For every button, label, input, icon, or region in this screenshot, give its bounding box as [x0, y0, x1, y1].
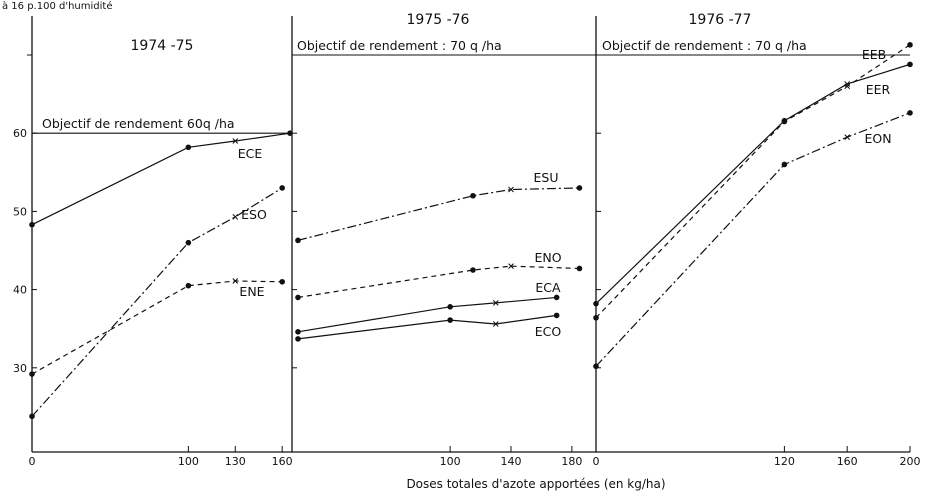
y-tick-label: 40 [13, 284, 27, 297]
data-point-cross [492, 300, 499, 306]
cross-stroke [492, 321, 499, 327]
cross-stroke [508, 263, 514, 269]
data-point [907, 42, 913, 48]
series-label-eco: ECO [535, 324, 562, 339]
data-point [470, 192, 476, 199]
cross-stroke [232, 278, 239, 284]
goal-label: Objectif de rendement 60q /ha [42, 116, 235, 131]
data-point-cross [508, 186, 514, 193]
panel-1: 1974 -75 Objectif de rendement 60q /ha 30 4… [13, 16, 293, 468]
series-line-eer [595, 63, 911, 305]
cross-stroke [844, 134, 851, 140]
data-point-cross [232, 138, 239, 144]
data-point [295, 336, 301, 342]
x-tick-label: 160 [272, 455, 293, 468]
series-label-eeb: EEB [862, 47, 886, 62]
data-point [593, 363, 599, 370]
x-tick-label: 100 [440, 455, 461, 468]
data-point [907, 61, 913, 68]
series-line-eeb [595, 44, 911, 319]
series-line-ece [31, 132, 291, 226]
series-line-eso [31, 187, 283, 417]
data-point [279, 278, 285, 285]
data-point [576, 185, 583, 191]
data-point [295, 294, 301, 301]
data-point [29, 221, 35, 228]
data-point-cross [844, 134, 851, 140]
data-point [185, 239, 192, 246]
data-point [553, 294, 560, 301]
x-tick-label: 200 [900, 455, 921, 468]
panel-title: 1975 -76 [407, 12, 470, 28]
series-label-ene: ENE [239, 284, 264, 299]
panel-title: 1974 -75 [131, 38, 194, 54]
goal-label: Objectif de rendement : 70 q /ha [602, 38, 807, 53]
x-axis-label: Doses totales d'azote apportées (en kg/h… [406, 477, 665, 491]
data-point-cross [492, 321, 499, 327]
cross-stroke [492, 300, 499, 306]
cross-stroke [232, 214, 239, 220]
x-tick-label: 0 [593, 455, 600, 468]
data-point [279, 185, 285, 191]
x-tick-label: 0 [29, 455, 36, 468]
data-point [470, 267, 476, 273]
y-tick-label: 60 [13, 127, 27, 140]
data-point [781, 161, 788, 168]
data-point [29, 413, 35, 420]
series-label-ece: ECE [238, 146, 263, 161]
panel-3: 1976 -77 Objectif de rendement : 70 q /ha… [593, 12, 921, 468]
data-point [447, 317, 453, 323]
series-label-eso: ESO [241, 207, 267, 222]
panel-2: 1975 -76 Objectif de rendement : 70 q /ha… [291, 12, 596, 468]
series-label-esu: ESU [534, 170, 559, 185]
series-label-eno: ENO [534, 250, 561, 265]
y-tick-label: 30 [13, 362, 27, 375]
x-tick-label: 180 [561, 455, 582, 468]
x-tick-label: 120 [774, 455, 795, 468]
series-line-eca [297, 296, 557, 333]
x-tick-label: 160 [837, 455, 858, 468]
data-point [907, 110, 913, 116]
goal-label: Objectif de rendement : 70 q /ha [297, 38, 502, 53]
top-note: à 16 p.100 d'humidité [2, 0, 113, 12]
x-tick-label: 100 [178, 455, 199, 468]
series-label-eer: EER [866, 82, 891, 97]
data-point [185, 282, 192, 289]
data-point [29, 371, 35, 377]
series-line-esu [297, 187, 580, 241]
data-point [295, 329, 301, 335]
panel-title: 1976 -77 [689, 12, 752, 28]
data-point [447, 304, 453, 310]
cross-stroke [508, 186, 514, 193]
data-point-cross [844, 81, 851, 87]
data-point [781, 117, 788, 124]
data-point-cross [232, 214, 239, 220]
data-point-cross [232, 278, 239, 284]
series-line-eon [595, 112, 911, 367]
data-point [553, 312, 560, 319]
series-label-eca: ECA [535, 280, 561, 295]
x-tick-label: 140 [501, 455, 522, 468]
y-tick-label: 50 [13, 205, 27, 218]
x-tick-label: 130 [225, 455, 246, 468]
data-point [185, 144, 192, 151]
cross-stroke [844, 83, 851, 90]
chart-panels: 1974 -75 Objectif de rendement 60q /ha 30 4… [13, 12, 921, 468]
cross-stroke [232, 138, 239, 144]
data-point [576, 265, 583, 272]
data-point-cross [508, 263, 514, 269]
series-label-eon: EON [864, 131, 891, 146]
data-point [593, 300, 599, 307]
data-point [295, 237, 301, 244]
series-line-eco [297, 314, 557, 340]
data-point [593, 314, 599, 321]
cross-stroke [844, 81, 851, 87]
